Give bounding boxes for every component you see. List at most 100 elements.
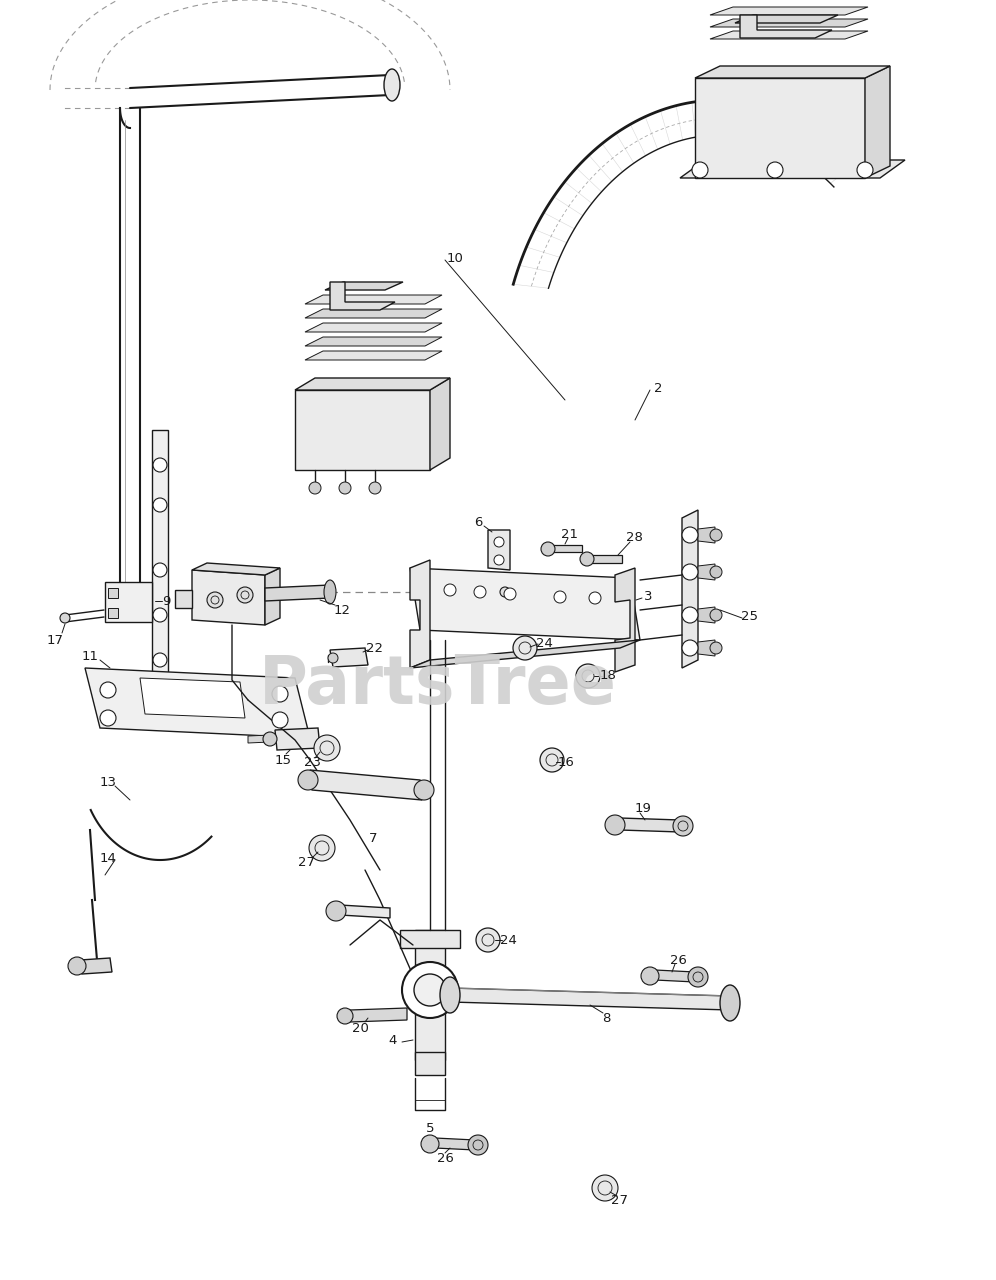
Polygon shape [305,308,442,317]
Polygon shape [590,556,622,563]
Polygon shape [435,1138,475,1149]
Text: 23: 23 [304,755,321,768]
Circle shape [414,780,434,800]
Polygon shape [710,6,868,15]
Circle shape [494,556,504,564]
Circle shape [710,609,722,621]
Circle shape [554,591,566,603]
Circle shape [767,163,783,178]
Circle shape [314,735,340,762]
Text: 17: 17 [47,634,64,646]
Circle shape [153,458,167,472]
Circle shape [272,712,288,728]
Circle shape [504,588,516,600]
Polygon shape [275,728,320,750]
Circle shape [682,527,698,543]
Polygon shape [330,282,395,310]
Circle shape [589,591,601,604]
Text: 16: 16 [558,755,575,768]
Text: 22: 22 [366,641,382,654]
Polygon shape [330,648,368,667]
Polygon shape [108,608,118,618]
Polygon shape [740,15,832,38]
Circle shape [688,966,708,987]
Polygon shape [695,78,865,178]
Circle shape [682,640,698,657]
Polygon shape [615,568,635,672]
Polygon shape [350,1009,407,1021]
Polygon shape [325,282,403,291]
Polygon shape [192,570,265,625]
Circle shape [500,588,510,596]
Circle shape [476,928,500,952]
Ellipse shape [720,986,740,1021]
Text: 5: 5 [425,1121,434,1134]
Text: 13: 13 [100,776,117,788]
Circle shape [68,957,86,975]
Polygon shape [682,509,698,668]
Text: 3: 3 [643,590,652,603]
Polygon shape [620,818,680,832]
Circle shape [207,591,223,608]
Circle shape [592,1175,618,1201]
Circle shape [444,584,456,596]
Circle shape [710,529,722,541]
Circle shape [541,541,555,556]
Polygon shape [680,160,905,178]
Text: 26: 26 [669,954,686,966]
Circle shape [540,748,564,772]
Circle shape [513,636,537,660]
Polygon shape [430,378,450,470]
Polygon shape [655,970,695,982]
Circle shape [298,771,318,790]
Polygon shape [192,563,280,575]
Circle shape [328,653,338,663]
Polygon shape [80,957,112,974]
Circle shape [153,653,167,667]
Circle shape [309,835,335,861]
Text: 27: 27 [298,855,315,869]
Polygon shape [695,67,890,78]
Circle shape [673,817,693,836]
Circle shape [263,732,277,746]
Text: 7: 7 [369,832,377,845]
Polygon shape [450,988,730,1010]
Text: 19: 19 [634,801,651,814]
Polygon shape [410,561,430,668]
Circle shape [692,163,708,178]
Circle shape [641,966,659,986]
Ellipse shape [324,580,336,604]
Text: 10: 10 [446,251,463,265]
Text: 27: 27 [612,1193,628,1207]
Circle shape [326,901,346,922]
Polygon shape [551,545,582,552]
Text: 28: 28 [625,530,642,544]
Circle shape [153,563,167,577]
Circle shape [100,682,116,698]
Polygon shape [295,390,430,470]
Polygon shape [310,771,422,800]
Polygon shape [698,527,715,543]
Text: 24: 24 [536,636,553,649]
Circle shape [468,1135,488,1155]
Polygon shape [698,640,715,657]
Circle shape [237,588,253,603]
Circle shape [339,483,351,494]
Polygon shape [295,378,450,390]
Polygon shape [305,351,442,360]
Circle shape [421,1135,439,1153]
Circle shape [153,498,167,512]
Text: 14: 14 [100,851,117,864]
Polygon shape [148,710,200,730]
Polygon shape [85,668,310,739]
Circle shape [682,607,698,623]
Circle shape [272,686,288,701]
Text: 24: 24 [500,933,517,946]
Polygon shape [410,640,640,668]
Polygon shape [105,582,152,622]
Text: 2: 2 [653,381,662,394]
Polygon shape [400,931,460,948]
Text: 8: 8 [602,1011,611,1024]
Circle shape [605,815,625,835]
Text: 21: 21 [562,527,579,540]
